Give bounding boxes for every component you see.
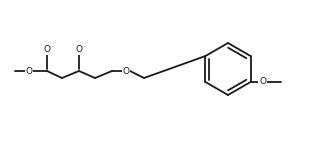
Text: O: O bbox=[75, 46, 83, 55]
Text: O: O bbox=[259, 78, 266, 86]
Text: O: O bbox=[25, 67, 33, 75]
Text: O: O bbox=[122, 67, 130, 75]
Text: O: O bbox=[44, 46, 50, 55]
